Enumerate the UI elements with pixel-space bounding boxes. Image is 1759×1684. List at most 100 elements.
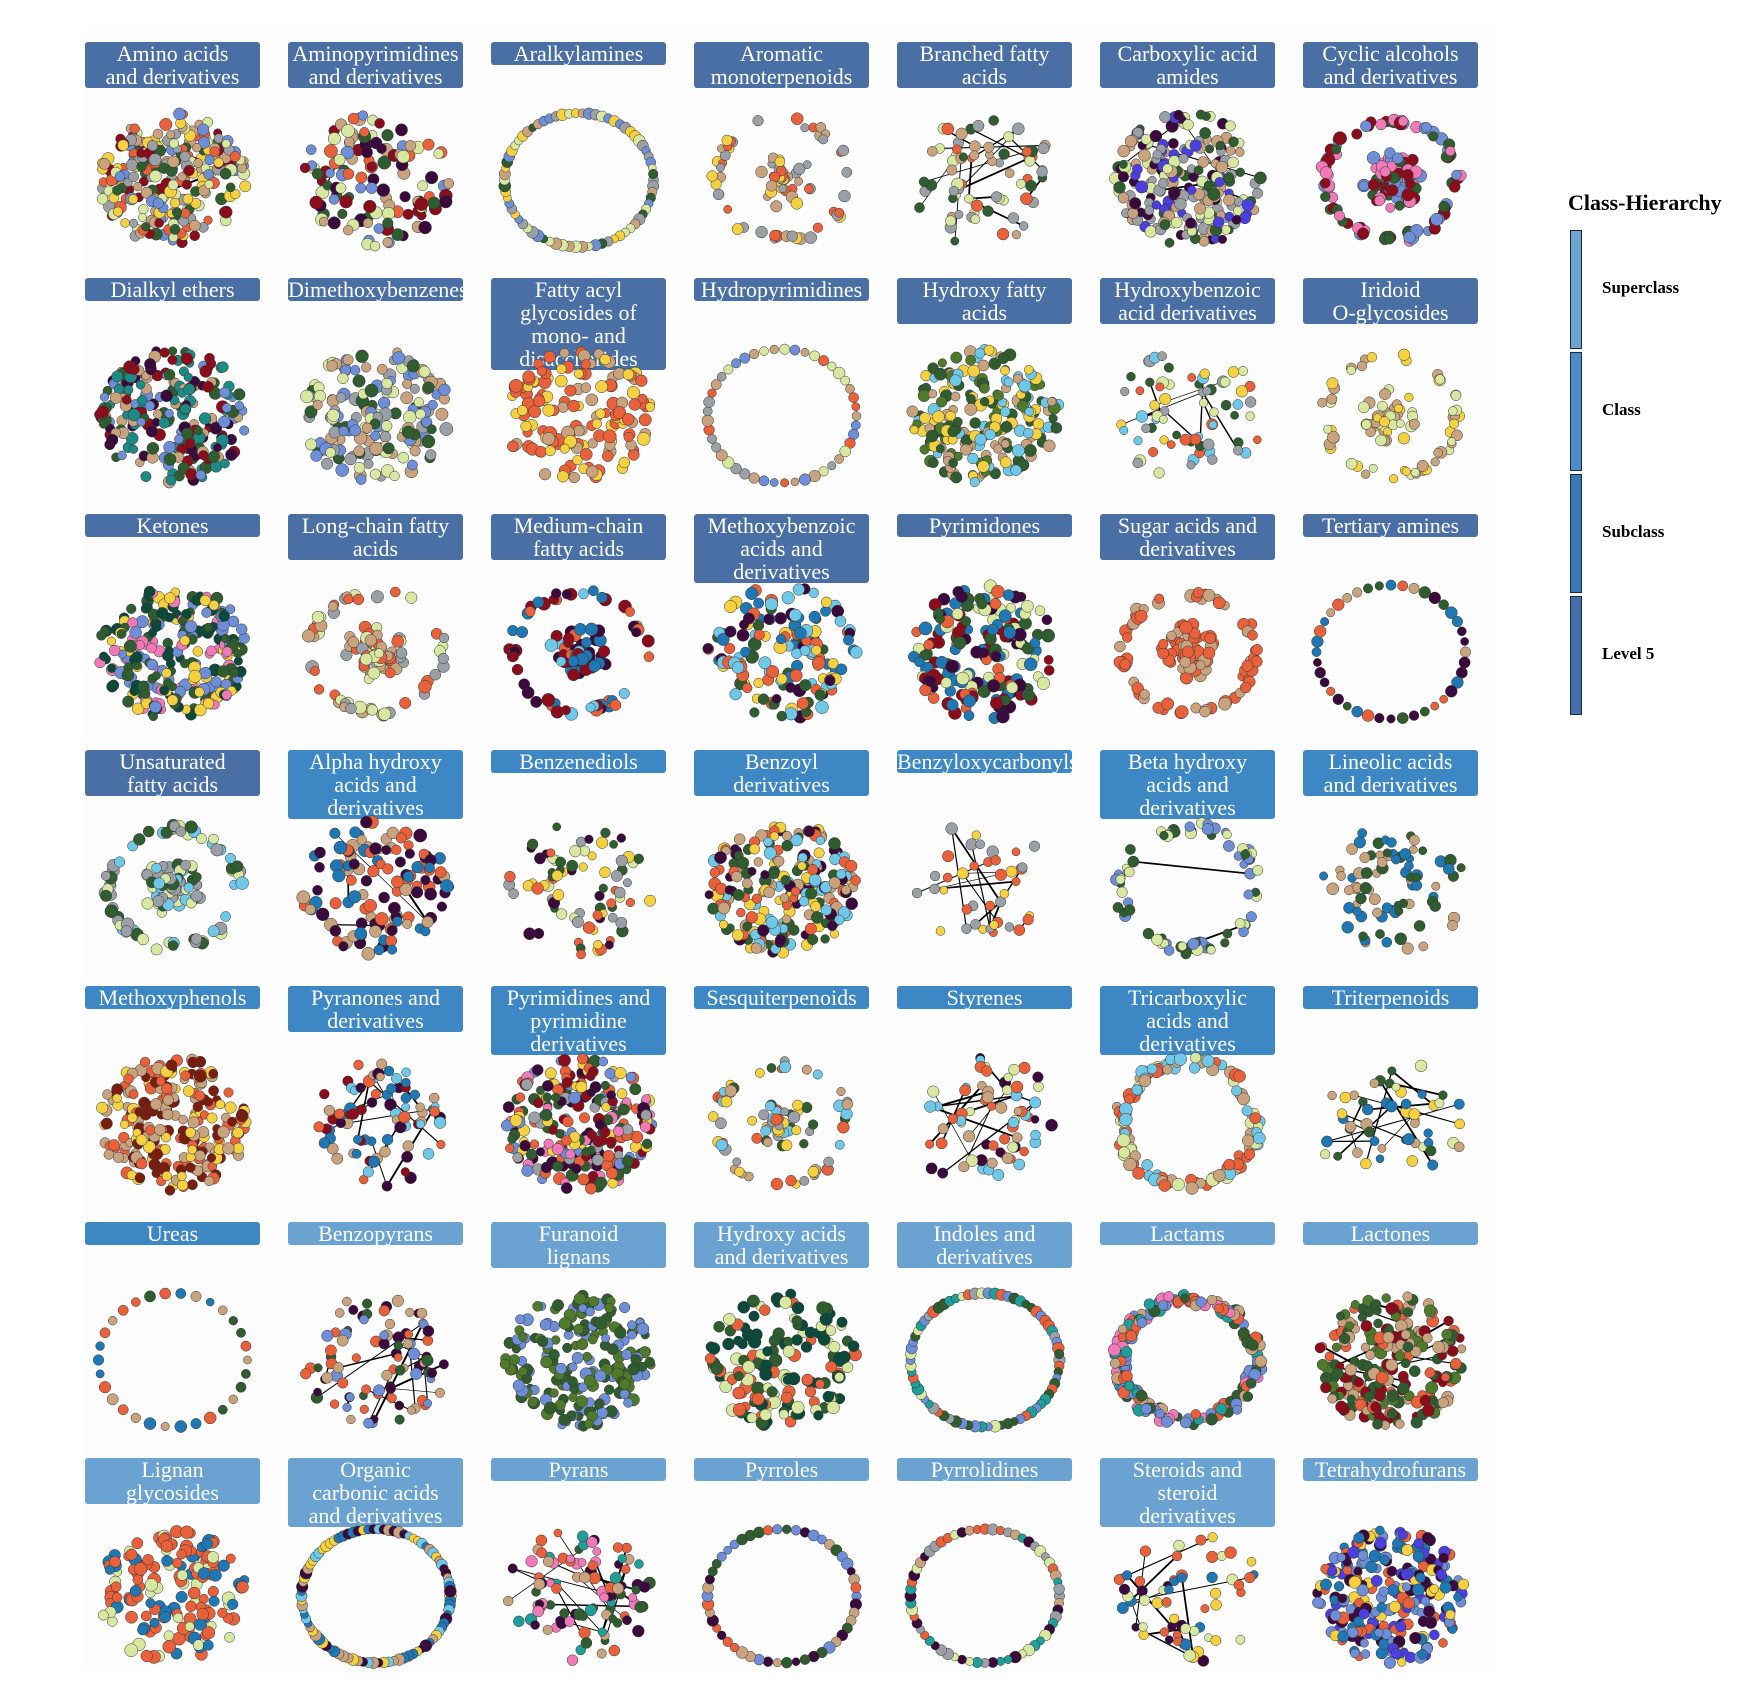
- network-node: [434, 149, 444, 159]
- network-node: [112, 371, 123, 382]
- network-node: [926, 1163, 937, 1174]
- network-node: [1352, 588, 1362, 598]
- network-node: [1185, 218, 1196, 229]
- network-node: [1451, 390, 1461, 400]
- network-node: [150, 701, 162, 713]
- network-node: [625, 607, 635, 617]
- network-node: [1332, 145, 1341, 154]
- network-node: [588, 852, 596, 860]
- network-node: [793, 584, 805, 596]
- network-graph: [85, 560, 260, 740]
- network-node: [422, 435, 435, 448]
- network-node: [619, 457, 630, 468]
- network-node: [800, 1176, 809, 1185]
- network-node: [188, 1057, 199, 1068]
- network-node: [805, 923, 817, 935]
- network-node: [377, 184, 390, 197]
- network-node: [818, 355, 828, 365]
- network-panel: Hydropyrimidines: [694, 266, 869, 496]
- network-node: [845, 860, 857, 872]
- network-node: [1175, 198, 1187, 210]
- network-node: [1250, 1113, 1261, 1124]
- network-node: [199, 413, 211, 425]
- network-node: [811, 901, 821, 911]
- network-node: [1150, 400, 1160, 410]
- network-node: [326, 448, 336, 458]
- network-node: [1187, 186, 1196, 195]
- network-node: [99, 652, 108, 661]
- network-node: [707, 171, 718, 182]
- network-node: [717, 372, 726, 381]
- panel-title-line: acids: [897, 301, 1072, 324]
- network-node: [377, 364, 387, 374]
- network-node: [418, 680, 431, 693]
- network-node: [226, 449, 238, 461]
- network-node: [200, 365, 212, 377]
- network-node: [616, 855, 628, 867]
- network-node: [1163, 1065, 1173, 1075]
- network-node: [1394, 404, 1402, 412]
- network-node: [164, 453, 176, 465]
- panel-title-line: and derivatives: [1303, 65, 1478, 88]
- network-node: [362, 423, 372, 433]
- network-node: [361, 147, 372, 158]
- network-node: [349, 859, 359, 869]
- network-node: [613, 1126, 623, 1136]
- network-node: [1011, 465, 1022, 476]
- network-node: [178, 173, 187, 182]
- network-graph: [491, 1032, 666, 1212]
- network-node: [327, 409, 340, 422]
- network-node: [532, 883, 544, 895]
- network-node: [624, 432, 634, 442]
- network-node: [927, 146, 937, 156]
- network-node: [1160, 220, 1170, 230]
- network-graph: [897, 324, 1072, 504]
- network-node: [521, 421, 532, 432]
- network-node: [1049, 414, 1058, 423]
- network-node: [507, 441, 518, 452]
- network-node: [516, 1093, 525, 1102]
- panel-title-line: Iridoid: [1303, 278, 1478, 301]
- network-node: [1004, 378, 1013, 387]
- network-node: [938, 359, 947, 368]
- network-node: [426, 450, 437, 461]
- network-node: [336, 183, 347, 194]
- network-node: [401, 1078, 410, 1087]
- network-node: [1241, 850, 1250, 859]
- network-node: [820, 606, 830, 616]
- network-node: [217, 666, 229, 678]
- network-node: [319, 217, 328, 226]
- network-node: [203, 381, 214, 392]
- network-node: [150, 1099, 161, 1110]
- network-node: [1375, 713, 1385, 723]
- network-node: [363, 1167, 374, 1178]
- network-node: [851, 876, 861, 886]
- network-node: [356, 474, 366, 484]
- network-node: [410, 446, 420, 456]
- network-node: [343, 355, 353, 365]
- network-node: [510, 1114, 522, 1126]
- network-node: [400, 191, 411, 202]
- network-node: [437, 902, 447, 912]
- panel-title-line: O-glycosides: [1303, 301, 1478, 324]
- network-node: [956, 672, 969, 685]
- network-node: [599, 1057, 608, 1066]
- network-graph: [288, 796, 463, 976]
- network-node: [548, 1125, 557, 1134]
- network-node: [568, 656, 579, 667]
- network-node: [964, 711, 974, 721]
- network-node: [1033, 1082, 1043, 1092]
- network-node: [374, 224, 384, 234]
- network-node: [367, 1098, 377, 1108]
- network-node: [1202, 823, 1213, 834]
- network-graph: [1303, 88, 1478, 268]
- network-node: [947, 165, 957, 175]
- panel-title: Styrenes: [897, 986, 1072, 1009]
- network-node: [334, 841, 347, 854]
- network-node: [1228, 366, 1239, 377]
- network-node: [754, 678, 764, 688]
- network-node: [1031, 1130, 1041, 1140]
- network-node: [750, 708, 760, 718]
